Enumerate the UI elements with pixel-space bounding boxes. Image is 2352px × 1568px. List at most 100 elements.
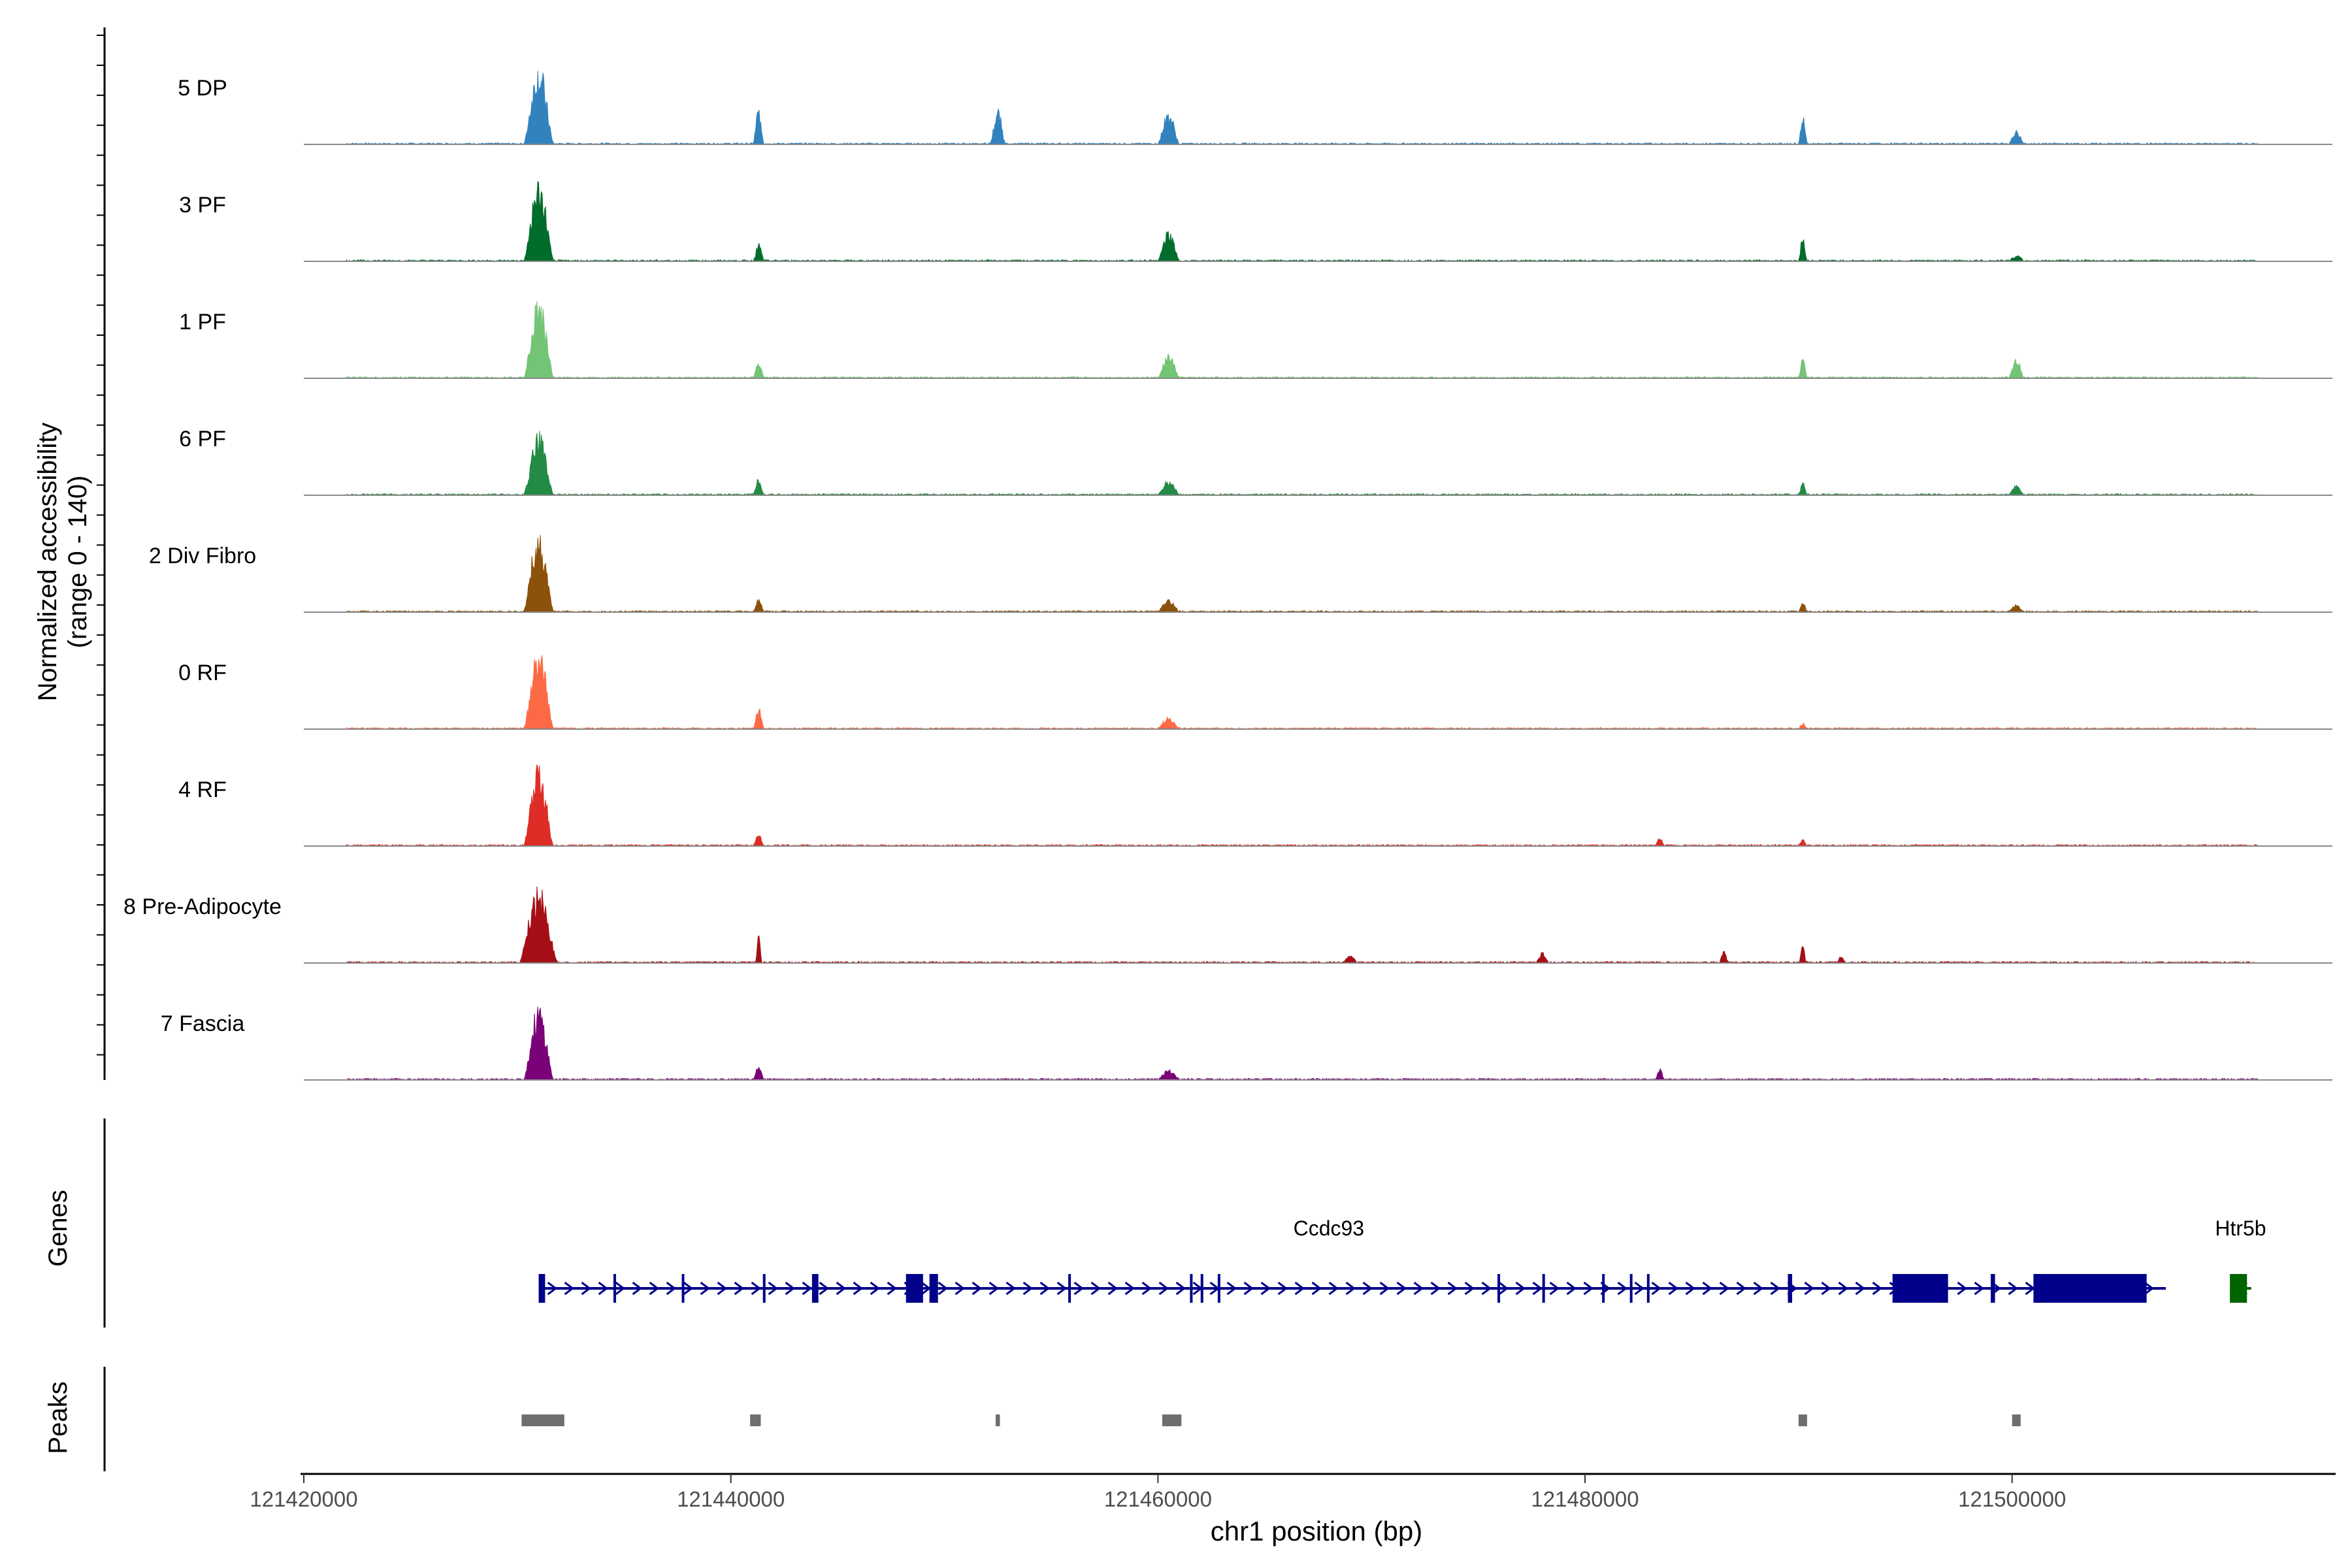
gene-exon xyxy=(1217,1274,1220,1303)
strand-arrow xyxy=(1685,1281,1696,1296)
gene-ccdc93: Ccdc93 xyxy=(538,1217,2166,1303)
called-peak xyxy=(1162,1414,1182,1426)
strand-arrow xyxy=(1141,1281,1152,1296)
track-label: 0 RF xyxy=(178,661,227,685)
track-8-pre-adipocyte: 8 Pre-Adipocyte xyxy=(123,886,2332,964)
x-tick-label: 121480000 xyxy=(1531,1487,1639,1511)
strand-arrow xyxy=(853,1281,864,1296)
y-axis-label-line2: (range 0 - 140) xyxy=(63,476,92,649)
gene-exon xyxy=(613,1274,616,1303)
gene-exon xyxy=(929,1274,938,1303)
strand-arrow xyxy=(1090,1281,1102,1296)
coverage-area xyxy=(346,431,2258,496)
strand-arrow xyxy=(700,1281,711,1296)
track-label: 8 Pre-Adipocyte xyxy=(123,894,282,919)
x-tick-label: 121500000 xyxy=(1958,1487,2066,1511)
strand-arrow xyxy=(972,1281,983,1296)
gene-exon xyxy=(1788,1274,1793,1303)
y-axis-label-line1: Normalized accessibility xyxy=(33,423,62,702)
strand-arrow xyxy=(1260,1281,1271,1296)
strand-arrow xyxy=(1447,1281,1458,1296)
gene-exon xyxy=(1542,1274,1545,1303)
track-label: 7 Fascia xyxy=(161,1011,245,1036)
track-label: 5 DP xyxy=(178,76,227,101)
gene-label: Ccdc93 xyxy=(1294,1217,1365,1240)
coverage-area xyxy=(346,1007,2259,1081)
strand-arrow xyxy=(1345,1281,1356,1296)
strand-arrow xyxy=(870,1281,881,1296)
strand-arrow xyxy=(938,1281,949,1296)
x-axis-title: chr1 position (bp) xyxy=(1211,1516,1423,1546)
strand-arrow xyxy=(1328,1281,1339,1296)
strand-arrow xyxy=(581,1281,592,1296)
gene-exon xyxy=(1068,1274,1071,1303)
x-tick-label: 121420000 xyxy=(250,1487,357,1511)
gene-exon xyxy=(681,1274,685,1303)
gene-exon xyxy=(1629,1274,1633,1303)
strand-arrow xyxy=(1838,1281,1849,1296)
strand-arrow xyxy=(1481,1281,1492,1296)
strand-arrow xyxy=(921,1281,932,1296)
strand-arrow xyxy=(632,1281,643,1296)
called-peak xyxy=(521,1414,564,1426)
strand-arrow xyxy=(1430,1281,1441,1296)
track-0-rf: 0 RF xyxy=(178,655,2332,730)
strand-arrow xyxy=(683,1281,694,1296)
strand-arrow xyxy=(1668,1281,1679,1296)
strand-arrow xyxy=(768,1281,779,1296)
strand-arrow xyxy=(2008,1281,2019,1296)
strand-arrow xyxy=(751,1281,762,1296)
track-3-pf: 3 PF xyxy=(179,180,2332,263)
strand-arrow xyxy=(547,1281,558,1296)
strand-arrow xyxy=(1464,1281,1475,1296)
coverage-area xyxy=(346,886,2259,964)
track-label: 4 RF xyxy=(178,777,227,802)
strand-arrow xyxy=(819,1281,830,1296)
strand-arrow xyxy=(1804,1281,1815,1296)
genes-track-label: Genes xyxy=(44,1190,73,1267)
strand-arrow xyxy=(1872,1281,1883,1296)
called-peak xyxy=(1798,1414,1807,1426)
strand-arrow xyxy=(1226,1281,1237,1296)
coverage-tracks: 5 DP 3 PF 1 PF 6 PF 2 Div Fibro 0 RF 4 RF 8 Pre… xyxy=(97,27,2332,1081)
strand-arrow xyxy=(1549,1281,1560,1296)
strand-arrow xyxy=(1736,1281,1747,1296)
strand-arrow xyxy=(836,1281,847,1296)
strand-arrow xyxy=(1583,1281,1594,1296)
strand-arrow xyxy=(1413,1281,1424,1296)
strand-arrow xyxy=(615,1281,626,1296)
strand-arrow xyxy=(1702,1281,1713,1296)
track-4-rf: 4 RF xyxy=(178,764,2332,847)
strand-arrow xyxy=(1362,1281,1373,1296)
track-label: 3 PF xyxy=(179,193,226,218)
coverage-area xyxy=(346,180,2258,263)
gene-exon xyxy=(811,1274,819,1303)
strand-arrow xyxy=(649,1281,660,1296)
strand-arrow xyxy=(2144,1281,2155,1296)
strand-arrow xyxy=(955,1281,966,1296)
strand-arrow xyxy=(1379,1281,1390,1296)
track-2-div-fibro: 2 Div Fibro xyxy=(149,534,2332,613)
strand-arrow xyxy=(1243,1281,1254,1296)
strand-arrow xyxy=(1770,1281,1781,1296)
strand-arrow xyxy=(1532,1281,1543,1296)
gene-label: Htr5b xyxy=(2215,1217,2266,1240)
strand-arrow xyxy=(1821,1281,1832,1296)
coverage-area xyxy=(346,301,2259,379)
strand-arrow xyxy=(1617,1281,1628,1296)
gene-exon xyxy=(906,1274,923,1303)
peaks-track-label: Peaks xyxy=(44,1381,73,1454)
gene-exon xyxy=(1892,1274,1948,1303)
gene-exon xyxy=(2230,1274,2247,1303)
track-5-dp: 5 DP xyxy=(178,71,2332,145)
peak-track xyxy=(103,1367,2021,1471)
strand-arrow xyxy=(1957,1281,1968,1296)
called-peak xyxy=(2012,1414,2021,1426)
strand-arrow xyxy=(1158,1281,1169,1296)
gene-exon xyxy=(1991,1274,1995,1303)
strand-arrow xyxy=(1311,1281,1322,1296)
strand-arrow xyxy=(1294,1281,1305,1296)
gene-exon xyxy=(1190,1274,1193,1303)
track-label: 1 PF xyxy=(179,310,226,335)
